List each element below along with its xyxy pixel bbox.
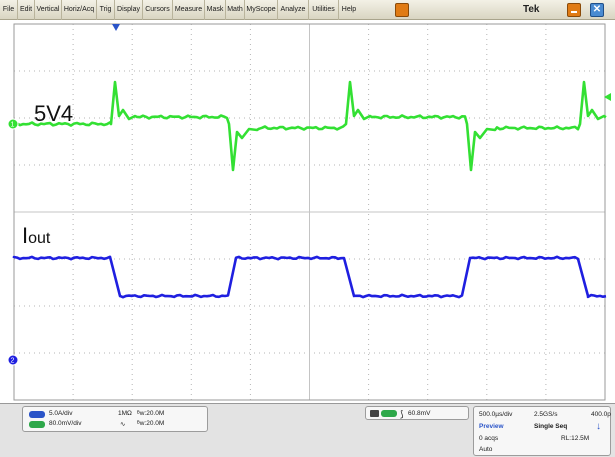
trigger-box[interactable]: ⟆ 60.8mV — [365, 406, 469, 420]
menu-cursors[interactable]: Cursors — [143, 0, 173, 20]
tek-logo: Tek — [523, 4, 540, 15]
ch2-coupling-icon: ∿ — [120, 421, 126, 428]
trigger-icon — [370, 410, 379, 417]
preview-mode: Preview — [479, 423, 504, 430]
trigger-slope-icon: ⟆ — [400, 409, 404, 419]
ch2-ground-marker — [7, 354, 19, 366]
menu-file[interactable]: File — [0, 0, 18, 20]
ch1-impedance: 1MΩ — [118, 410, 132, 417]
close-button[interactable]: ✕ — [590, 3, 604, 17]
ch1-waveform — [12, 80, 607, 172]
menu-horiz-acq[interactable]: Horiz/Acq — [62, 0, 97, 20]
menu-utilities[interactable]: Utilities — [309, 0, 339, 20]
menu-bar: File Edit Vertical Horiz/Acq Trig Displa… — [0, 0, 615, 20]
iout-main: I — [22, 223, 29, 248]
minimize-button[interactable] — [567, 3, 581, 17]
ch2-bandwidth-value: 20.0M — [146, 420, 165, 427]
ch2-bandwidth: ᴮw:20.0M — [137, 420, 165, 427]
ch1-scale: 5.0A/div — [49, 410, 73, 417]
timebase: 500.0µs/div — [479, 411, 513, 418]
ch1-bandwidth-value: 20.0M — [146, 410, 165, 417]
menu-myscope[interactable]: MyScope — [245, 0, 278, 20]
ch1-trace-label: 5V4 — [34, 101, 74, 126]
trigger-level-arrow — [604, 93, 611, 101]
ch1-marker-label: 1 — [11, 122, 15, 129]
trigger-mode: Auto — [479, 446, 493, 453]
graticule-frame — [13, 23, 606, 401]
quick-menu-button[interactable] — [395, 3, 409, 17]
readout-panel: 5.0A/div 1MΩ ᴮw:20.0M 80.0mV/div ∿ ᴮw:20… — [0, 403, 615, 457]
ch2-marker-label: 2 — [11, 358, 15, 365]
ch2-scale: 80.0mV/div — [49, 420, 82, 427]
menu-mask[interactable]: Mask — [205, 0, 226, 20]
ch2-trace-label: Iout — [22, 223, 50, 249]
graticule-border — [13, 23, 606, 401]
iout-subscript: out — [28, 230, 51, 247]
menu-trig[interactable]: Trig — [97, 0, 115, 20]
menu-vertical[interactable]: Vertical — [35, 0, 62, 20]
trigger-source-badge — [381, 410, 397, 417]
menu-measure[interactable]: Measure — [173, 0, 205, 20]
channel-settings-box[interactable]: 5.0A/div 1MΩ ᴮw:20.0M 80.0mV/div ∿ ᴮw:20… — [22, 406, 208, 432]
ch1-bandwidth: ᴮw:20.0M — [137, 410, 165, 417]
single-seq-mode: Single Seq — [534, 423, 568, 430]
resolution: 400.0p — [591, 411, 611, 418]
menu-edit[interactable]: Edit — [18, 0, 35, 20]
menu-display[interactable]: Display — [115, 0, 143, 20]
ch1-badge[interactable] — [29, 411, 45, 418]
acquisition-count: 0 acqs — [479, 435, 499, 442]
menu-analyze[interactable]: Analyze — [278, 0, 309, 20]
acquisition-box[interactable]: 500.0µs/div 2.5GS/s 400.0p Preview Singl… — [473, 406, 611, 456]
menu-math[interactable]: Math — [226, 0, 245, 20]
sample-rate: 2.5GS/s — [534, 411, 558, 418]
ch2-badge[interactable] — [29, 421, 45, 428]
menu-help[interactable]: Help — [341, 6, 357, 13]
trigger-position-marker — [112, 24, 120, 31]
waveform-display: 1 2 5V4 Iout — [0, 20, 615, 403]
ch1-ground-marker — [7, 118, 19, 130]
trigger-level: 60.8mV — [408, 410, 431, 417]
single-seq-arrow-icon: ↓ — [596, 421, 601, 432]
ch2-waveform — [12, 255, 607, 299]
record-length: RL:12.5M — [561, 435, 590, 442]
